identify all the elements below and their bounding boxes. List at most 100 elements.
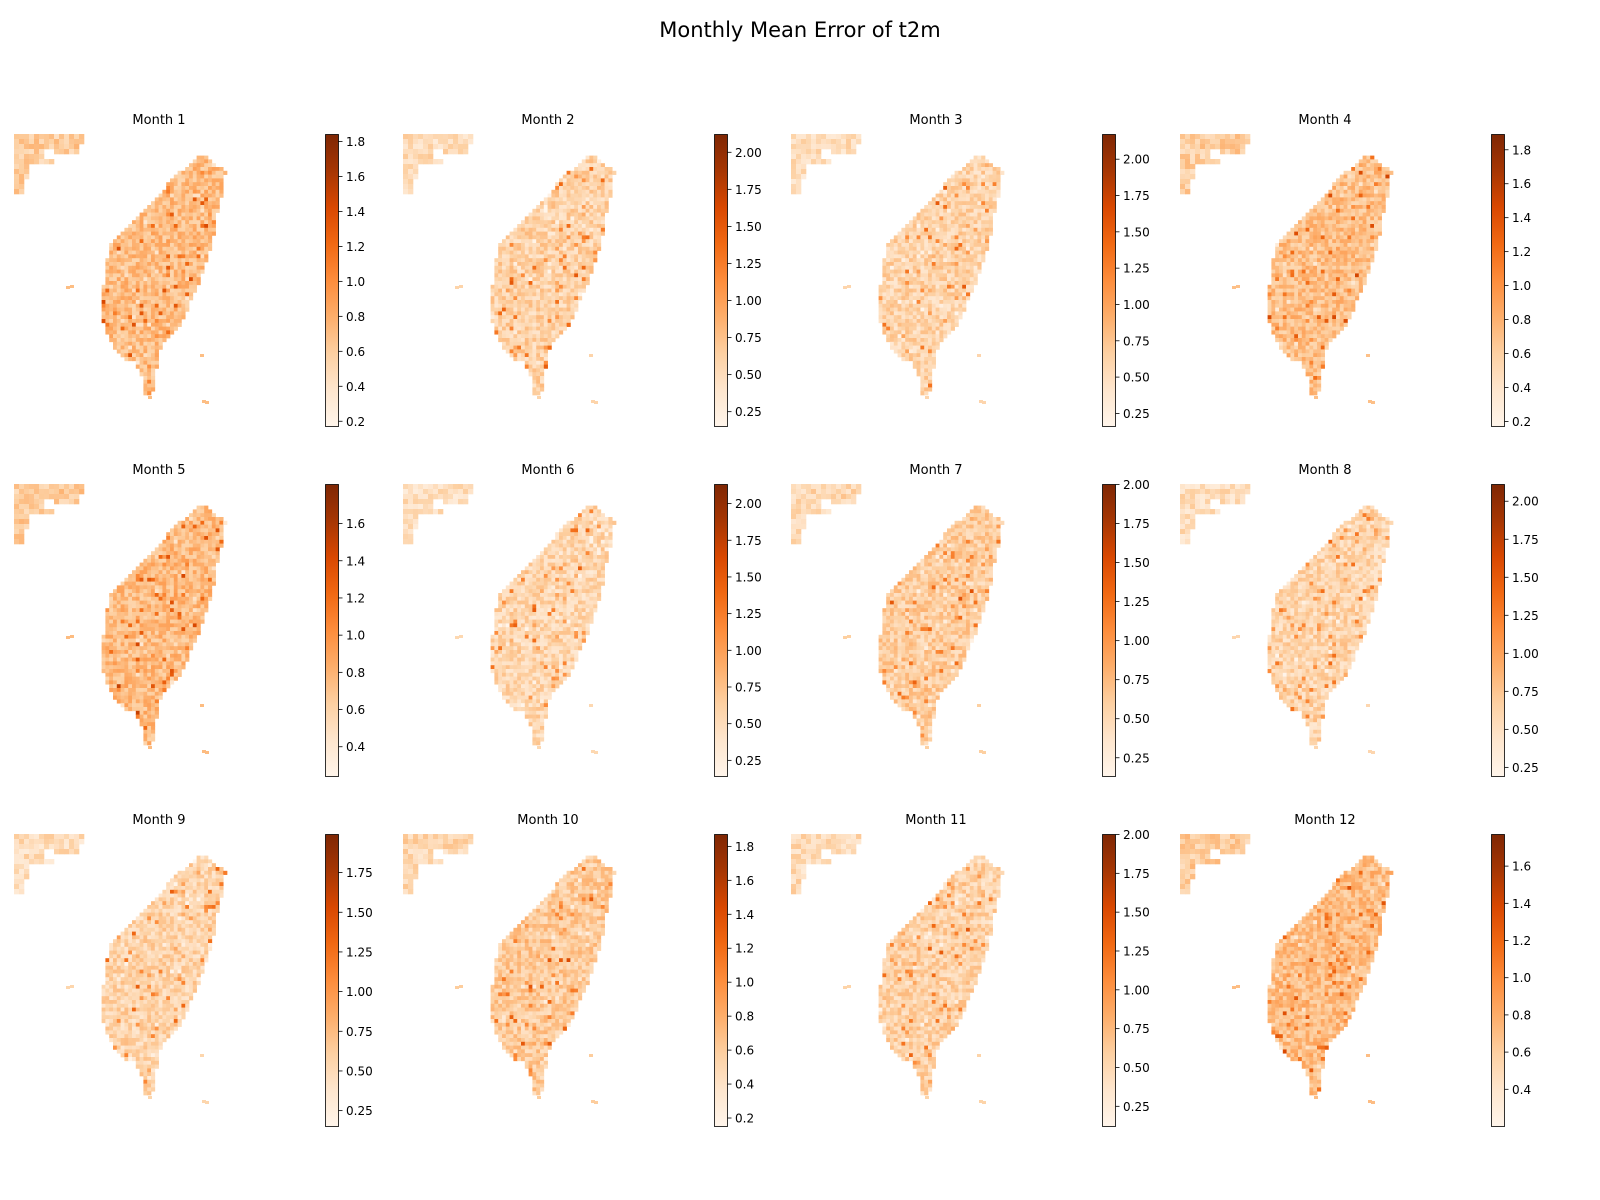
heatmap-cell <box>219 520 224 525</box>
heatmap-cell <box>966 284 971 289</box>
heatmap-cell <box>559 235 564 240</box>
heatmap-cell <box>428 159 434 165</box>
heatmap-cell <box>528 227 533 232</box>
heatmap-cell <box>204 205 209 210</box>
heatmap-cell <box>208 201 213 206</box>
heatmap-cell <box>181 224 186 229</box>
heatmap-cell <box>912 239 917 244</box>
heatmap-cell <box>585 269 590 274</box>
heatmap-cell <box>154 212 159 217</box>
heatmap-cell <box>536 387 541 392</box>
heatmap-cell <box>162 547 167 552</box>
heatmap-cell <box>1324 341 1329 346</box>
heatmap-cell <box>950 250 955 255</box>
heatmap-cell <box>962 170 967 175</box>
heatmap-cell <box>992 201 997 206</box>
heatmap-cell <box>882 269 887 274</box>
heatmap-cell <box>502 258 507 263</box>
heatmap-cell <box>189 182 194 187</box>
heatmap-cell <box>128 246 133 251</box>
heatmap-cell <box>1370 227 1375 232</box>
heatmap-cell <box>151 277 156 282</box>
heatmap-cell <box>139 368 144 373</box>
heatmap-cell <box>128 224 133 229</box>
heatmap-cell <box>559 315 564 320</box>
heatmap-cell <box>1317 265 1322 270</box>
heatmap-cell <box>890 269 895 274</box>
heatmap-cell <box>39 134 45 140</box>
heatmap-cell <box>985 186 990 191</box>
heatmap-cell <box>54 144 60 150</box>
heatmap-cell <box>566 273 571 278</box>
heatmap-cell <box>1313 387 1318 392</box>
heatmap-cell <box>132 296 137 301</box>
heatmap-cell <box>1230 149 1236 155</box>
heatmap-cell <box>192 182 197 187</box>
heatmap-cell <box>1336 284 1341 289</box>
heatmap-cell <box>950 277 955 282</box>
heatmap-cell <box>806 154 812 160</box>
heatmap-cell <box>973 220 978 225</box>
heatmap-cell <box>192 246 197 251</box>
heatmap-cell <box>173 543 178 548</box>
heatmap-cell <box>912 288 917 293</box>
heatmap-cell <box>147 387 152 392</box>
heatmap-cell <box>1180 159 1186 165</box>
heatmap-cell <box>551 300 556 305</box>
heatmap-cell <box>981 212 986 217</box>
heatmap-cell <box>593 178 598 183</box>
heatmap-cell <box>969 163 974 168</box>
heatmap-cell <box>1370 205 1375 210</box>
heatmap-cell <box>1282 262 1287 267</box>
heatmap-cell <box>1294 296 1299 301</box>
heatmap-cell <box>1294 319 1299 324</box>
heatmap-cell <box>570 262 575 267</box>
heatmap-cell <box>893 322 898 327</box>
heatmap-cell <box>977 258 982 263</box>
heatmap-cell <box>177 189 182 194</box>
heatmap-cell <box>1332 273 1337 278</box>
heatmap-cell <box>1347 231 1352 236</box>
heatmap-cell <box>196 227 201 232</box>
heatmap-cell <box>947 201 952 206</box>
heatmap-cell <box>204 170 209 175</box>
heatmap-cell <box>1317 383 1322 388</box>
heatmap-cell <box>958 239 963 244</box>
heatmap-cell <box>196 517 201 522</box>
heatmap-cell <box>905 227 910 232</box>
heatmap-cell <box>166 326 171 331</box>
heatmap-cell <box>139 353 144 358</box>
heatmap-cell <box>192 212 197 217</box>
heatmap-cell <box>1286 330 1291 335</box>
heatmap-cell <box>192 513 197 518</box>
heatmap-cell <box>935 265 940 270</box>
heatmap-cell <box>192 197 197 202</box>
heatmap-cell <box>608 186 613 191</box>
heatmap-cell <box>1313 250 1318 255</box>
heatmap-cell <box>1313 338 1318 343</box>
heatmap-cell <box>966 265 971 270</box>
heatmap-cell <box>116 334 121 339</box>
heatmap-cell <box>540 269 545 274</box>
heatmap-cell <box>916 349 921 354</box>
heatmap-cell <box>185 208 190 213</box>
heatmap-cell <box>1339 319 1344 324</box>
heatmap-cell <box>1339 178 1344 183</box>
heatmap-cell <box>1339 284 1344 289</box>
heatmap-cell <box>536 231 541 236</box>
heatmap-cell <box>1381 205 1386 210</box>
heatmap-cell <box>532 345 537 350</box>
heatmap-cell <box>158 262 163 267</box>
heatmap-cell <box>200 258 205 263</box>
heatmap-cell <box>109 254 114 259</box>
heatmap-cell <box>1332 284 1337 289</box>
heatmap-cell <box>105 315 110 320</box>
heatmap-cell <box>939 269 944 274</box>
heatmap-cell <box>132 246 137 251</box>
heatmap-cell <box>811 159 817 165</box>
heatmap-cell <box>1279 281 1284 286</box>
heatmap-cell <box>189 520 194 525</box>
heatmap-cell <box>1320 277 1325 282</box>
heatmap-cell <box>912 334 917 339</box>
heatmap-cell <box>1332 334 1337 339</box>
